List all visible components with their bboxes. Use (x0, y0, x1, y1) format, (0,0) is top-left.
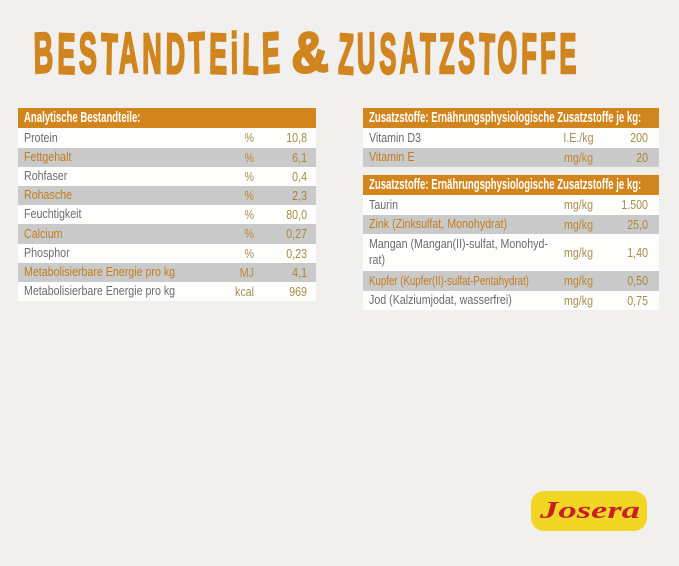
svg-text:Josera: Josera (539, 497, 640, 524)
svg-text:&: & (289, 20, 336, 86)
svg-text:BESTANDTEiLE: BESTANDTEiLE (32, 21, 284, 86)
svg-text:ZUSATZSTOFFE: ZUSATZSTOFFE (338, 21, 580, 86)
